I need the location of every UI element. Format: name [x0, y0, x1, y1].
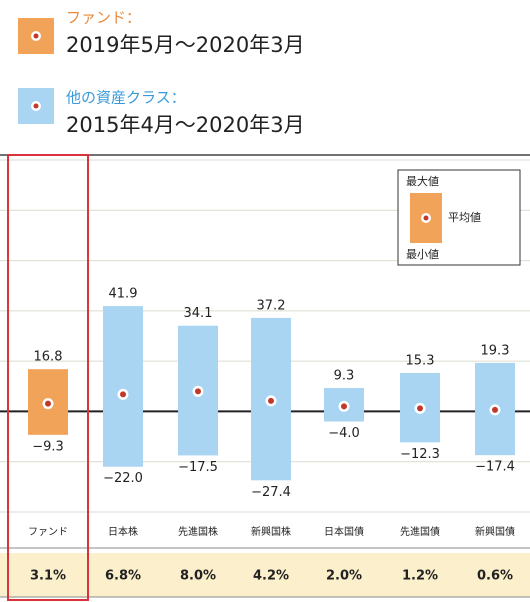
key-dot [423, 215, 429, 221]
x-tick-label: 新興国株 [251, 525, 291, 538]
max-label: 41.9 [109, 287, 138, 302]
min-label: −27.4 [251, 485, 291, 500]
average-dot-core [417, 405, 423, 412]
fund-frame [7, 154, 89, 601]
x-tick-label: 日本株 [108, 525, 138, 538]
legend: ファンド： 2019年5月～2020年3月 他の資産クラス： 2015年4月～2… [18, 9, 305, 137]
min-label: −17.4 [475, 460, 515, 475]
max-label: 37.2 [257, 298, 286, 313]
key-avg: 平均値 [448, 211, 481, 224]
key-min: 最小値 [406, 248, 439, 261]
max-label: 15.3 [406, 353, 435, 368]
x-tick-label: 先進国債 [400, 525, 440, 538]
x-tick-label: 新興国債 [475, 525, 515, 538]
legend-period: 2015年4月～2020年3月 [66, 113, 305, 137]
key-max: 最大値 [406, 174, 439, 188]
average-dot-core [195, 388, 201, 395]
average-label: 4.2% [253, 569, 289, 584]
min-label: −4.0 [328, 426, 360, 441]
average-dot-core [492, 406, 498, 413]
average-dot-core [268, 397, 274, 404]
average-label: 2.0% [326, 569, 362, 584]
legend-label: 他の資産クラス： [66, 89, 186, 107]
legend-label: ファンド： [66, 9, 141, 27]
x-tick-label: 日本国債 [324, 525, 364, 538]
average-label: 8.0% [180, 569, 216, 584]
max-label: 34.1 [184, 306, 213, 321]
x-tick-label: ファンド [28, 527, 68, 538]
legend-period: 2019年5月～2020年3月 [66, 33, 305, 57]
min-label: −22.0 [103, 471, 143, 486]
min-label: −17.5 [178, 460, 218, 475]
average-label: 0.6% [477, 569, 513, 584]
legend-dot [33, 103, 39, 109]
legend-dot [33, 33, 39, 39]
average-dot-core [341, 403, 347, 410]
x-tick-label: 先進国株 [178, 525, 218, 538]
min-label: −9.3 [32, 439, 64, 454]
average-label: 3.1% [30, 569, 66, 584]
max-label: 19.3 [481, 343, 510, 358]
average-label: 6.8% [105, 569, 141, 584]
max-label: 9.3 [334, 369, 355, 384]
average-dot-core [120, 391, 126, 398]
average-label: 1.2% [402, 569, 438, 584]
average-dot-core [45, 400, 51, 407]
min-label: −12.3 [400, 447, 440, 462]
range-bar [103, 306, 143, 467]
max-label: 16.8 [34, 350, 63, 365]
